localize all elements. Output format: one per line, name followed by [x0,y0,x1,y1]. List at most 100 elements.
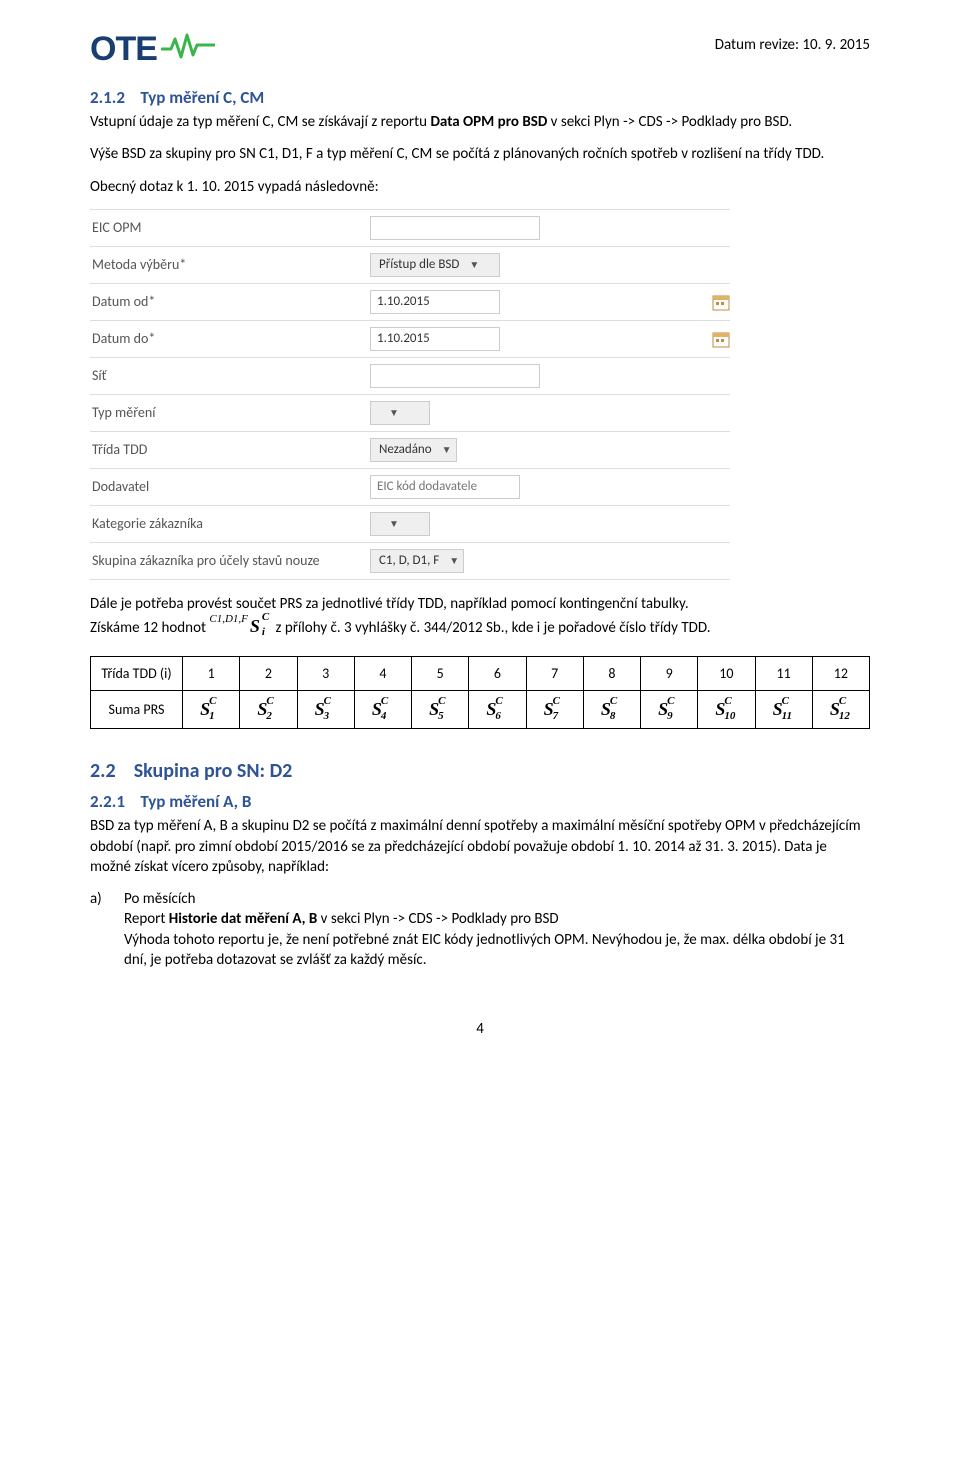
label-dodavatel: Dodavatel [90,478,370,495]
input-datum-od[interactable] [370,290,500,314]
table-cell: SC11 [755,691,812,729]
list-block: a) Po měsících Report Historie dat měřen… [90,889,870,970]
table-cell: SC5 [412,691,469,729]
form-row-trida: Třída TDD Nezadáno ▼ [90,432,730,469]
table-cell: SC1 [183,691,240,729]
select-value: Přístup dle BSD [379,257,459,272]
table-cell: SC12 [812,691,869,729]
chevron-down-icon: ▼ [469,258,479,271]
heading-number: 2.2.1 [90,791,125,812]
form-row-typ: Typ měření ▼ [90,395,730,432]
chevron-down-icon: ▼ [389,517,399,530]
label-datum-od: Datum od* [90,293,370,310]
table-cell: 10 [698,657,755,691]
page-header: OTE Datum revize: 10. 9. 2015 [90,30,870,69]
select-value: C1, D, D1, F [379,553,439,568]
heading-2.1.2: 2.1.2 Typ měření C, CM [90,87,870,108]
table-cell: SC3 [297,691,354,729]
para-212-3: Obecný dotaz k 1. 10. 2015 vypadá násled… [90,177,870,197]
page-number: 4 [90,1020,870,1038]
select-skupina[interactable]: C1, D, D1, F ▼ [370,549,464,573]
input-eic-opm[interactable] [370,216,540,240]
logo-text: OTE [90,30,157,69]
text-span: v sekci Plyn -> CDS -> Podklady pro BSD. [547,113,792,131]
query-form: EIC OPM Metoda výběru* Přístup dle BSD ▼… [90,209,730,580]
math-symbol: SCi [248,614,262,638]
list-item-a: a) Po měsících Report Historie dat měřen… [90,889,870,970]
label-eic-opm: EIC OPM [90,219,370,236]
table-cell: 4 [354,657,411,691]
ote-logo: OTE [90,30,215,69]
label-sit: Síť [90,367,370,384]
table-row-header: Třída TDD (i) 1 2 3 4 5 6 7 8 9 10 11 12 [91,657,870,691]
text-span: Po měsících [124,890,196,908]
bold-span: Data OPM pro BSD [430,113,547,131]
select-typ[interactable]: ▼ [370,401,430,425]
heading-title: Skupina pro SN: D2 [134,759,293,783]
list-marker: a) [90,889,108,970]
form-row-eic-opm: EIC OPM [90,209,730,247]
para-212-2: Výše BSD za skupiny pro SN C1, D1, F a t… [90,144,870,164]
table-cell: SC4 [354,691,411,729]
bold-span: Historie dat měření A, B [169,910,317,928]
table-cell: SC10 [698,691,755,729]
text-span: Vstupní údaje za typ měření C, CM se zís… [90,113,430,131]
label-skupina: Skupina zákazníka pro účely stavů nouze [90,552,370,569]
chevron-down-icon: ▼ [449,554,459,567]
form-row-sit: Síť [90,358,730,395]
math-sub: i [262,625,265,640]
table-cell: 1 [183,657,240,691]
table-row-sums: Suma PRS SC1 SC2 SC3 SC4 SC5 SC6 SC7 SC8… [91,691,870,729]
table-cell: 7 [526,657,583,691]
table-cell: 8 [583,657,640,691]
heading-number: 2.1.2 [90,87,125,108]
heading-2.2.1: 2.2.1 Typ měření A, B [90,791,870,812]
table-cell: 2 [240,657,297,691]
math-sup: C [262,610,269,625]
text-span: Získáme 12 hodnot [90,619,209,637]
select-trida[interactable]: Nezadáno ▼ [370,438,457,462]
math-presup: C1,D1,F [209,613,248,625]
input-datum-do[interactable] [370,327,500,351]
table-cell: SC8 [583,691,640,729]
input-sit[interactable] [370,364,540,388]
form-row-metoda: Metoda výběru* Přístup dle BSD ▼ [90,247,730,284]
table-cell: SC6 [469,691,526,729]
document-page: OTE Datum revize: 10. 9. 2015 2.1.2 Typ … [0,0,960,1078]
heading-number: 2.2 [90,759,116,783]
label-kategorie: Kategorie zákazníka [90,515,370,532]
text-span: Dále je potřeba provést součet PRS za je… [90,595,689,613]
list-content: Po měsících Report Historie dat měření A… [124,889,870,970]
table-cell: 3 [297,657,354,691]
table-cell: 9 [641,657,698,691]
text-span: z přílohy č. 3 vyhlášky č. 344/2012 Sb.,… [272,619,710,637]
label-metoda: Metoda výběru* [90,256,370,273]
chevron-down-icon: ▼ [442,443,452,456]
label-typ: Typ měření [90,404,370,421]
label-datum-do: Datum do* [90,330,370,347]
input-dodavatel[interactable] [370,475,520,499]
select-kategorie[interactable]: ▼ [370,512,430,536]
table-cell: 5 [412,657,469,691]
table-cell: 6 [469,657,526,691]
table-cell-label: Suma PRS [91,691,183,729]
chevron-down-icon: ▼ [389,406,399,419]
calendar-icon[interactable] [712,293,730,311]
heading-title: Typ měření A, B [140,791,251,812]
text-span: v sekci Plyn -> CDS -> Podklady pro BSD [317,910,558,928]
after-form-text: Dále je potřeba provést součet PRS za je… [90,594,870,639]
heading-2.2: 2.2 Skupina pro SN: D2 [90,759,870,783]
heading-title: Typ měření C, CM [140,87,264,108]
form-row-skupina: Skupina zákazníka pro účely stavů nouze … [90,543,730,580]
calendar-icon[interactable] [712,330,730,348]
table-cell: 12 [812,657,869,691]
text-span: Výhoda tohoto reportu je, že není potřeb… [124,931,845,969]
para-221: BSD za typ měření A, B a skupinu D2 se p… [90,816,870,877]
select-metoda[interactable]: Přístup dle BSD ▼ [370,253,500,277]
table-cell: SC7 [526,691,583,729]
form-row-kategorie: Kategorie zákazníka ▼ [90,506,730,543]
table-cell: 11 [755,657,812,691]
form-row-datum-do: Datum do* [90,321,730,358]
form-row-datum-od: Datum od* [90,284,730,321]
tdd-table: Třída TDD (i) 1 2 3 4 5 6 7 8 9 10 11 12… [90,656,870,729]
